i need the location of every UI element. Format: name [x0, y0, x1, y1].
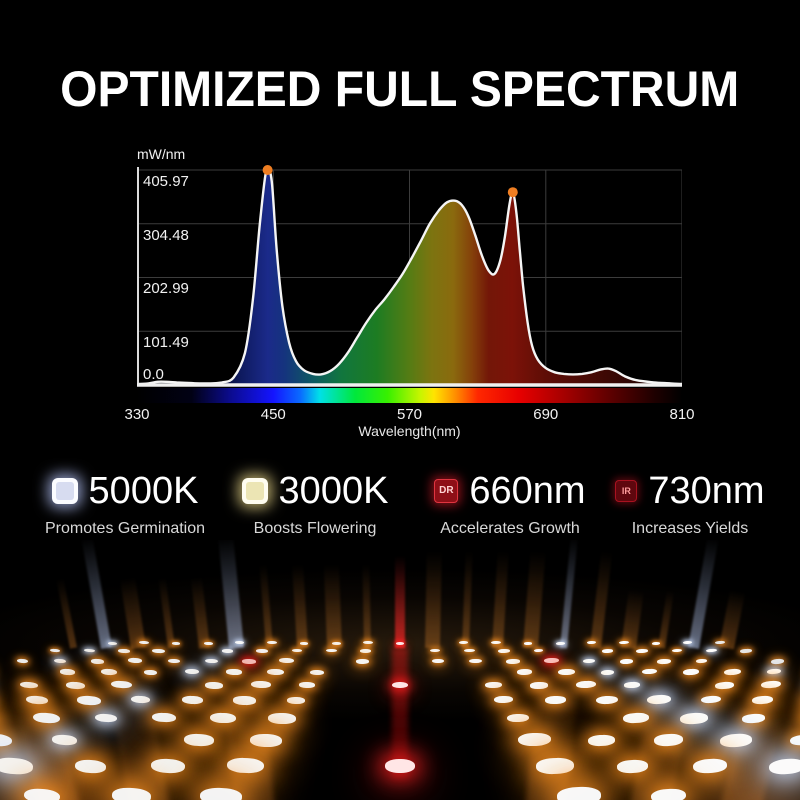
page-title: OPTIMIZED FULL SPECTRUM — [0, 60, 800, 118]
led-glow — [770, 658, 785, 664]
feature-5000k: 5000K Promotes Germination — [20, 468, 230, 538]
x-tick-label: 450 — [260, 406, 286, 423]
feature-value: 660nm — [469, 469, 586, 512]
x-axis-title: Wavelength(nm) — [358, 423, 461, 439]
led-glow — [183, 733, 214, 747]
feature-value: 5000K — [88, 469, 199, 512]
deep-red-badge-icon: DR — [434, 479, 459, 503]
light-beam — [362, 563, 371, 649]
led-glow — [107, 641, 117, 645]
feature-label: Accelerates Growth — [440, 520, 580, 537]
led-glow — [233, 695, 256, 705]
led-glow — [210, 712, 237, 724]
spectrum-chart: mW/nm 405.97 304.48 202.99 101.49 0.0 — [0, 140, 800, 450]
led-glow — [741, 712, 765, 724]
light-beam — [425, 550, 442, 649]
y-tick-label: 202.99 — [143, 280, 189, 298]
led-glow — [523, 641, 533, 645]
led-glow — [651, 641, 661, 645]
led-glow — [143, 669, 158, 675]
led-glow — [205, 681, 224, 689]
led-glow — [299, 641, 309, 645]
feature-row: 5000K Promotes Germination 3000K Boosts … — [0, 468, 800, 548]
feature-label: Boosts Flowering — [253, 520, 377, 537]
y-tick-label: 101.49 — [143, 334, 189, 352]
led-glow — [221, 649, 233, 653]
x-tick-label: 330 — [124, 406, 150, 423]
led-glow — [355, 658, 369, 664]
led-glow — [359, 649, 372, 653]
feature-660nm: DR 660nm Accelerates Growth — [405, 468, 615, 538]
y-tick-label: 405.97 — [143, 173, 189, 190]
spectrum-color-bar — [137, 388, 682, 403]
y-tick-label: 0.0 — [143, 366, 164, 383]
y-axis-unit-label: mW/nm — [137, 146, 186, 162]
led-glow — [249, 733, 282, 747]
x-tick-label: 570 — [396, 406, 423, 423]
page-title-text: OPTIMIZED FULL SPECTRUM — [60, 61, 740, 117]
led-glow — [556, 786, 602, 800]
led-glow — [555, 641, 565, 645]
led-glow — [65, 680, 85, 690]
led-glow — [484, 681, 502, 689]
led-glow — [255, 648, 268, 654]
feature-value: 730nm — [648, 469, 765, 512]
spectrum-line — [137, 167, 682, 386]
led-glow — [506, 658, 521, 664]
led-glow — [506, 713, 529, 723]
led-glow — [391, 681, 409, 689]
x-tick-label: 810 — [669, 406, 695, 423]
x-tick-label: 690 — [533, 406, 559, 423]
led-glow — [384, 759, 416, 773]
led-glow — [431, 658, 444, 664]
led-glow — [545, 695, 566, 705]
led-glow — [657, 658, 672, 664]
peak-marker — [262, 165, 273, 175]
led-glow — [225, 668, 242, 676]
feature-label: Promotes Germination — [44, 520, 206, 537]
led-glow — [497, 648, 510, 654]
feature-value: 3000K — [278, 469, 389, 512]
led-glow — [182, 695, 204, 705]
led-glow — [203, 641, 213, 645]
feature-3000k: 3000K Boosts Flowering — [210, 468, 420, 538]
led-glow — [266, 668, 284, 676]
feature-label: Increases Yields — [631, 520, 749, 537]
led-glow — [395, 641, 405, 645]
led-glow — [601, 669, 615, 675]
led-glow — [530, 681, 549, 689]
led-glow — [309, 669, 324, 675]
led-glow — [299, 681, 316, 689]
peak-markers — [262, 165, 518, 198]
red-glow-column — [392, 648, 408, 778]
led-glow — [601, 648, 614, 654]
led-glow — [172, 641, 180, 645]
led-glow — [267, 712, 297, 724]
infrared-badge-icon: IR — [615, 480, 638, 502]
spectrum-curve — [137, 165, 682, 387]
feature-730nm: IR 730nm Increases Yields — [585, 468, 795, 538]
led-glow — [241, 658, 256, 664]
led-5000k-icon — [51, 478, 78, 504]
led-glow — [331, 641, 341, 645]
y-tick-label: 304.48 — [143, 226, 189, 244]
led-3000k-icon — [241, 478, 268, 504]
red-beam — [395, 556, 405, 648]
led-glow — [587, 734, 616, 746]
led-board-photo — [0, 540, 800, 800]
led-glow — [616, 758, 648, 774]
spectrum-area-fill — [137, 168, 682, 385]
led-glow — [91, 658, 105, 664]
led-glow — [287, 696, 306, 704]
led-glow — [619, 658, 634, 664]
peak-marker — [507, 187, 518, 198]
